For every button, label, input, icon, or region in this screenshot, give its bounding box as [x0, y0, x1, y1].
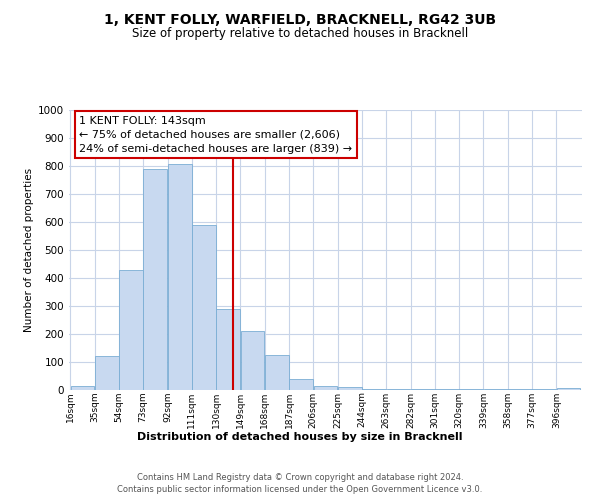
Text: Contains HM Land Registry data © Crown copyright and database right 2024.: Contains HM Land Registry data © Crown c… [137, 472, 463, 482]
Bar [241, 331, 265, 390]
Bar [338, 387, 362, 390]
Text: Distribution of detached houses by size in Bracknell: Distribution of detached houses by size … [137, 432, 463, 442]
Text: Contains public sector information licensed under the Open Government Licence v3: Contains public sector information licen… [118, 485, 482, 494]
Bar [71, 386, 94, 390]
Y-axis label: Number of detached properties: Number of detached properties [24, 168, 34, 332]
Text: Size of property relative to detached houses in Bracknell: Size of property relative to detached ho… [132, 28, 468, 40]
Bar [217, 309, 240, 390]
Bar [362, 388, 386, 390]
Text: 1, KENT FOLLY, WARFIELD, BRACKNELL, RG42 3UB: 1, KENT FOLLY, WARFIELD, BRACKNELL, RG42… [104, 12, 496, 26]
Bar [119, 270, 143, 390]
Text: 1 KENT FOLLY: 143sqm
← 75% of detached houses are smaller (2,606)
24% of semi-de: 1 KENT FOLLY: 143sqm ← 75% of detached h… [79, 116, 352, 154]
Bar [314, 386, 337, 390]
Bar [95, 356, 119, 390]
Bar [411, 389, 434, 390]
Bar [289, 379, 313, 390]
Bar [557, 388, 580, 390]
Bar [143, 169, 167, 390]
Bar [192, 225, 216, 390]
Bar [386, 389, 410, 390]
Bar [265, 355, 289, 390]
Bar [168, 164, 191, 390]
